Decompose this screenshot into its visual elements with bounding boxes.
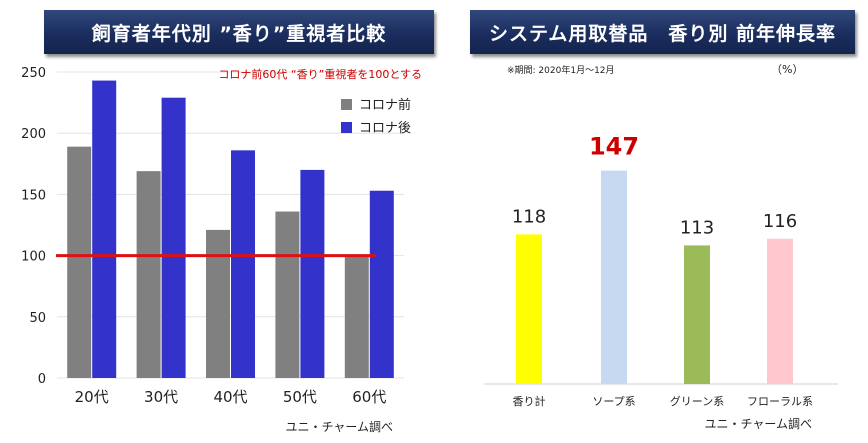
left-y-tick-label: 100 — [21, 250, 46, 265]
left-chart-bars — [67, 80, 394, 379]
left-x-tick-label: 50代 — [283, 388, 317, 406]
left-x-tick-label: 30代 — [144, 388, 178, 406]
right-chart-unit: （%） — [771, 63, 803, 76]
left-bar-before-40代 — [206, 229, 230, 378]
right-value-label: 116 — [763, 211, 797, 232]
left-bar-after-40代 — [231, 150, 255, 378]
legend-swatch-before — [341, 99, 352, 110]
left-y-tick-label: 200 — [21, 127, 46, 142]
right-x-tick-label: 香り計 — [513, 394, 546, 408]
left-y-tick-label: 50 — [29, 311, 46, 326]
left-y-tick-label: 150 — [21, 188, 46, 203]
legend: コロナ前 コロナ後 — [341, 97, 411, 136]
left-bar-after-20代 — [92, 80, 117, 379]
left-chart-title: 飼育者年代別 ”香り”重視者比較 — [44, 10, 434, 54]
left-bar-after-30代 — [161, 97, 186, 378]
right-chart-bars: 118 香り計 147 ソープ系 113 グリーン系 116 フローラル系 — [512, 133, 813, 408]
left-x-tick-label: 20代 — [75, 388, 109, 406]
left-y-tick-label: 0 — [38, 372, 46, 387]
left-chart-source: ユニ・チャーム調べ — [285, 420, 393, 434]
right-x-tick-label: ソープ系 — [592, 395, 635, 408]
right-x-tick-label: フローラル系 — [747, 395, 813, 408]
left-chart-annotation: コロナ前60代 “香り”重視者を100とする — [218, 67, 422, 81]
left-bar-before-50代 — [275, 211, 300, 378]
right-value-label: 118 — [512, 206, 546, 227]
left-bar-before-20代 — [67, 146, 92, 378]
left-bar-before-30代 — [136, 171, 161, 378]
left-chart-x-axis: 20代 30代 40代 50代 60代 — [75, 388, 387, 406]
right-bar-フローラル系 — [767, 238, 793, 384]
right-chart-title: システム用取替品 香り別 前年伸長率 — [470, 10, 855, 54]
legend-label-before: コロナ前 — [359, 97, 411, 113]
left-bar-after-60代 — [369, 190, 394, 378]
left-y-tick-label: 250 — [21, 66, 46, 81]
legend-label-after: コロナ後 — [359, 121, 411, 136]
legend-swatch-after — [341, 122, 352, 133]
right-bar-ソープ系 — [601, 170, 627, 384]
right-bar-香り計 — [516, 234, 542, 384]
right-bar-グリーン系 — [684, 245, 710, 384]
left-bar-before-60代 — [344, 255, 369, 378]
left-x-tick-label: 40代 — [213, 388, 247, 406]
right-chart-source: ユニ・チャーム調べ — [704, 417, 812, 431]
left-bar-after-50代 — [300, 169, 325, 378]
right-value-label: 113 — [680, 217, 714, 238]
right-x-tick-label: グリーン系 — [670, 394, 724, 408]
right-value-label: 147 — [589, 133, 639, 161]
left-x-tick-label: 60代 — [352, 388, 386, 406]
left-chart-y-axis: 0 50 100 150 200 250 — [21, 66, 46, 387]
right-chart-period-note: ※期間: 2020年1月～12月 — [507, 64, 615, 76]
